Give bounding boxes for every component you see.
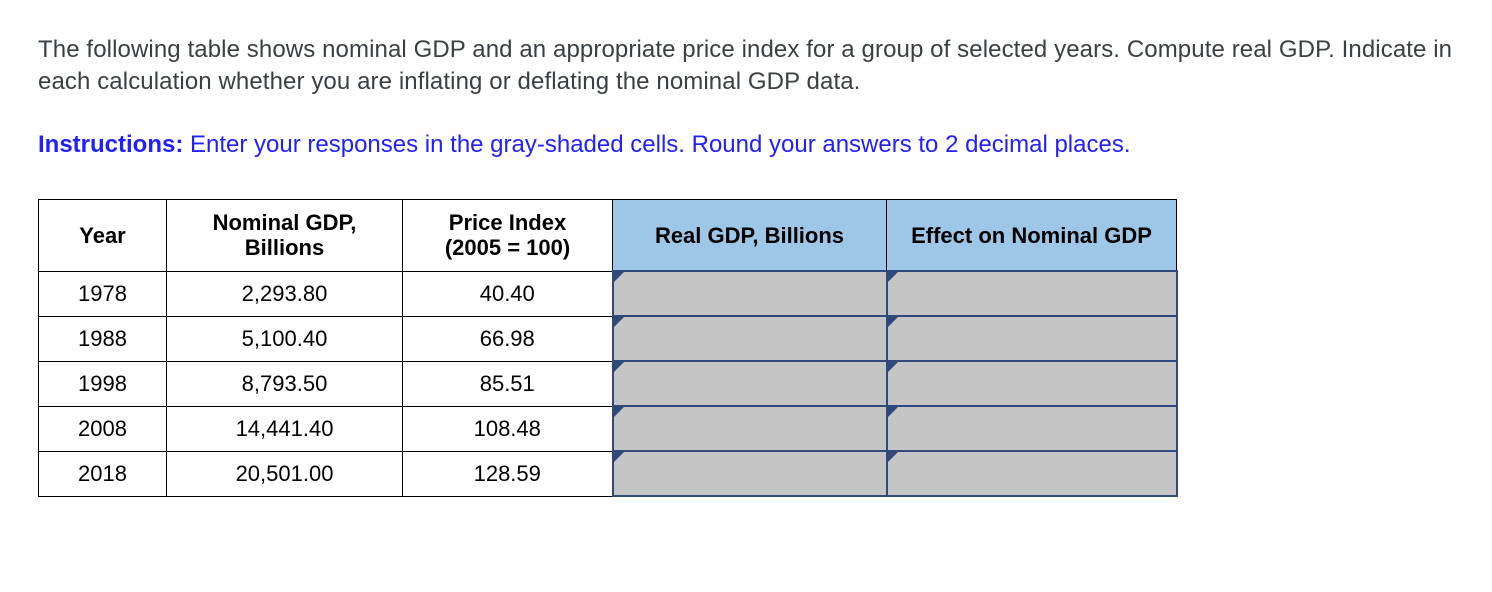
input-effect[interactable] xyxy=(887,451,1177,496)
col-header-price-line1: Price Index xyxy=(449,210,566,235)
table-row: 1978 2,293.80 40.40 xyxy=(39,271,1177,316)
table-header-row: Year Nominal GDP, Billions Price Index (… xyxy=(39,200,1177,272)
col-header-price-line2: (2005 = 100) xyxy=(445,235,570,260)
cell-year: 2018 xyxy=(39,451,167,496)
cell-nominal: 20,501.00 xyxy=(167,451,403,496)
cell-nominal: 14,441.40 xyxy=(167,406,403,451)
col-header-effect: Effect on Nominal GDP xyxy=(887,200,1177,272)
cell-price: 108.48 xyxy=(403,406,613,451)
cell-year: 1998 xyxy=(39,361,167,406)
input-real-gdp[interactable] xyxy=(613,451,887,496)
col-header-nominal: Nominal GDP, Billions xyxy=(167,200,403,272)
instructions-line: Instructions: Enter your responses in th… xyxy=(38,129,1464,161)
cell-year: 2008 xyxy=(39,406,167,451)
cell-price: 40.40 xyxy=(403,271,613,316)
input-real-gdp[interactable] xyxy=(613,316,887,361)
cell-price: 66.98 xyxy=(403,316,613,361)
col-header-real: Real GDP, Billions xyxy=(613,200,887,272)
instructions-label: Instructions: xyxy=(38,131,183,158)
input-real-gdp[interactable] xyxy=(613,406,887,451)
col-header-year: Year xyxy=(39,200,167,272)
input-effect[interactable] xyxy=(887,361,1177,406)
cell-year: 1978 xyxy=(39,271,167,316)
cell-nominal: 5,100.40 xyxy=(167,316,403,361)
table-row: 2008 14,441.40 108.48 xyxy=(39,406,1177,451)
input-real-gdp[interactable] xyxy=(613,361,887,406)
cell-nominal: 2,293.80 xyxy=(167,271,403,316)
table-row: 1988 5,100.40 66.98 xyxy=(39,316,1177,361)
question-prompt: The following table shows nominal GDP an… xyxy=(38,34,1464,99)
table-row: 1998 8,793.50 85.51 xyxy=(39,361,1177,406)
cell-price: 85.51 xyxy=(403,361,613,406)
cell-price: 128.59 xyxy=(403,451,613,496)
instructions-text: Enter your responses in the gray-shaded … xyxy=(183,131,1130,158)
col-header-price: Price Index (2005 = 100) xyxy=(403,200,613,272)
cell-year: 1988 xyxy=(39,316,167,361)
input-effect[interactable] xyxy=(887,271,1177,316)
input-effect[interactable] xyxy=(887,406,1177,451)
input-effect[interactable] xyxy=(887,316,1177,361)
col-header-nominal-line2: Billions xyxy=(245,235,324,260)
col-header-nominal-line1: Nominal GDP, xyxy=(213,210,357,235)
table-row: 2018 20,501.00 128.59 xyxy=(39,451,1177,496)
gdp-table: Year Nominal GDP, Billions Price Index (… xyxy=(38,199,1178,497)
cell-nominal: 8,793.50 xyxy=(167,361,403,406)
input-real-gdp[interactable] xyxy=(613,271,887,316)
